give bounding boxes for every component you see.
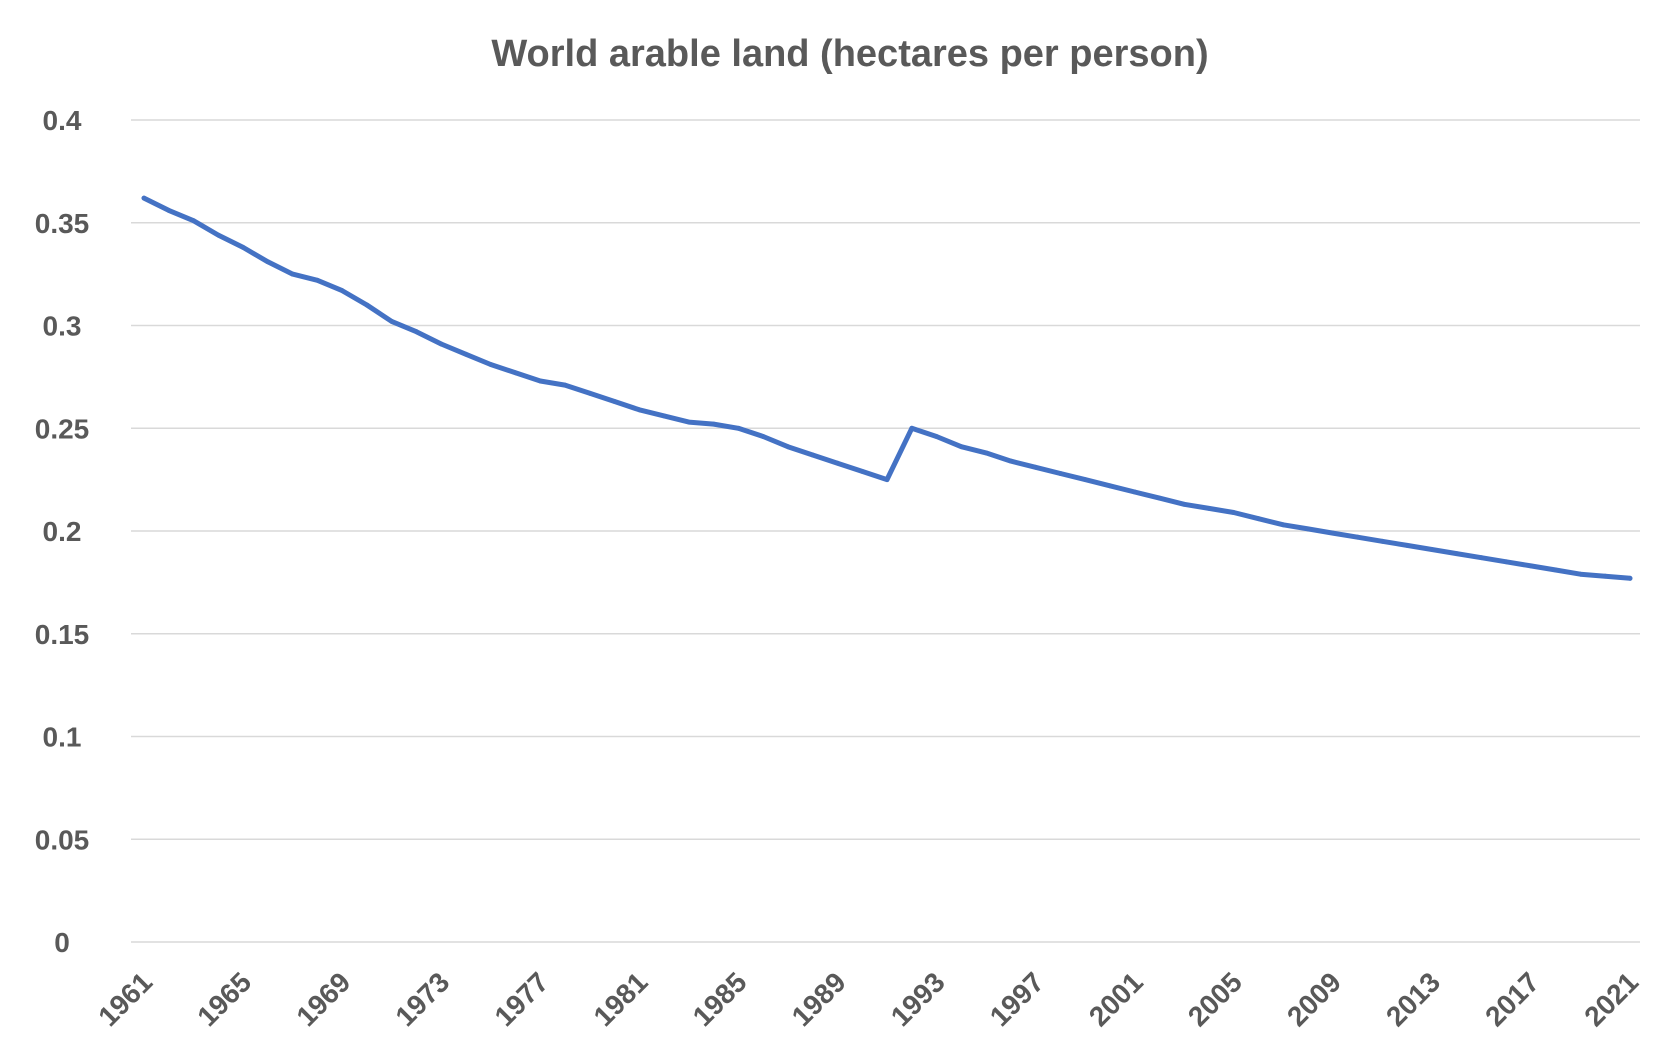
data-point (438, 341, 444, 347)
x-tick-label: 1989 (786, 966, 852, 1032)
data-point (661, 413, 667, 419)
y-tick-label: 0.4 (43, 105, 82, 136)
data-point (537, 378, 543, 384)
data-point (1355, 534, 1360, 540)
data-point (1256, 516, 1261, 522)
data-point (191, 218, 196, 224)
data-point (1479, 555, 1484, 561)
y-axis-tick-labels: 0 0.05 0.1 0.15 0.2 0.25 0.3 0.35 0.4 (35, 105, 90, 958)
data-point (414, 329, 419, 335)
series-line-0 (141, 195, 1633, 581)
data-point (636, 407, 642, 413)
data-point (265, 259, 271, 265)
data-point (339, 288, 345, 293)
data-point (1330, 530, 1336, 536)
data-point (810, 452, 816, 458)
y-tick-label: 0.1 (43, 722, 82, 753)
x-tick-label: 2001 (1083, 966, 1149, 1032)
data-point (488, 362, 494, 367)
data-point (1305, 526, 1311, 532)
chart-title: World arable land (hectares per person) (491, 33, 1208, 75)
y-tick-label: 0.35 (35, 208, 90, 239)
data-point (1454, 551, 1459, 556)
data-point (166, 208, 172, 213)
gridlines (131, 119, 1640, 943)
data-point (315, 277, 320, 283)
data-point (215, 232, 221, 238)
x-tick-label: 2005 (1182, 966, 1248, 1032)
data-point (711, 421, 716, 427)
data-point (1280, 522, 1286, 528)
data-point (1107, 483, 1113, 489)
data-point (1578, 571, 1583, 577)
data-point (1404, 543, 1410, 548)
data-point (1206, 506, 1212, 511)
data-point (1602, 573, 1608, 579)
y-tick-label: 0.3 (43, 311, 82, 342)
x-tick-label: 2021 (1578, 966, 1644, 1032)
data-point (859, 469, 865, 474)
data-point (958, 444, 964, 450)
data-point (389, 319, 395, 324)
data-point (909, 425, 915, 431)
data-point (1553, 567, 1559, 573)
y-tick-label: 0.15 (35, 619, 90, 650)
data-point (983, 450, 989, 456)
data-point (1231, 510, 1237, 515)
data-point (364, 302, 370, 308)
data-point (463, 351, 469, 357)
data-point (1503, 559, 1509, 565)
y-tick-label: 0.2 (43, 516, 82, 547)
data-point (1157, 495, 1162, 501)
y-tick-label: 0 (54, 927, 70, 958)
data-point (1082, 477, 1088, 482)
data-point (835, 460, 840, 466)
x-tick-label: 1969 (290, 966, 356, 1032)
data-point (785, 444, 791, 450)
data-point (760, 434, 766, 439)
data-point (612, 399, 617, 404)
y-tick-label: 0.25 (35, 413, 90, 444)
x-tick-label: 1965 (191, 966, 257, 1032)
data-point (1429, 547, 1435, 552)
x-tick-label: 2009 (1281, 966, 1347, 1032)
x-tick-label: 1961 (92, 966, 158, 1032)
x-tick-label: 2017 (1479, 966, 1545, 1032)
data-point (562, 382, 568, 388)
y-tick-label: 0.05 (35, 824, 90, 855)
data-point (686, 419, 692, 425)
x-tick-label: 1977 (489, 966, 555, 1032)
x-tick-label: 1993 (885, 966, 951, 1032)
data-point (1379, 538, 1385, 544)
data-point (934, 434, 939, 439)
x-axis-tick-labels: 1961 1965 1969 1973 1977 1981 1985 1989 1993 1997… (92, 966, 1644, 1032)
x-tick-label: 1985 (687, 966, 753, 1032)
data-point (240, 245, 246, 250)
x-tick-label: 1973 (389, 966, 455, 1032)
data-point (1528, 563, 1534, 569)
data-point (884, 477, 890, 482)
series-points-0 (141, 195, 1633, 581)
data-point (1132, 489, 1138, 495)
data-point (1058, 471, 1063, 476)
data-point (1033, 464, 1038, 470)
data-point (141, 195, 147, 201)
data-point (1008, 458, 1014, 464)
data-point (587, 390, 593, 396)
data-point (290, 271, 295, 277)
data-point (736, 425, 741, 431)
x-tick-label: 2013 (1380, 966, 1446, 1032)
data-point (1627, 575, 1633, 581)
x-tick-label: 1981 (588, 966, 654, 1032)
data-point (1181, 501, 1187, 507)
x-tick-label: 1997 (984, 966, 1050, 1032)
data-point (513, 370, 518, 376)
series-layer (141, 195, 1633, 581)
